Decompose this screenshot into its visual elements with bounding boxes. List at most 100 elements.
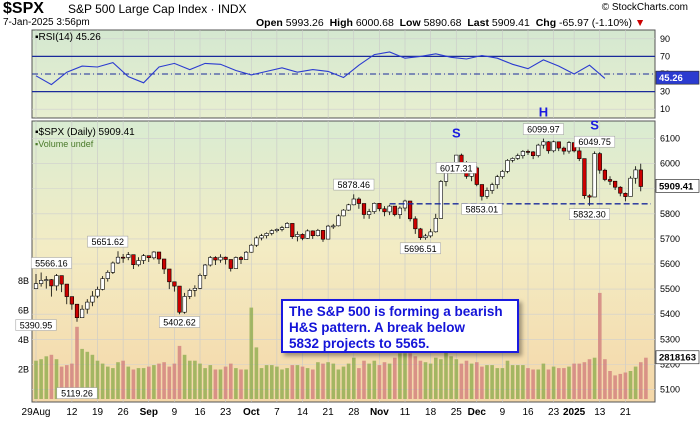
candle-body bbox=[121, 256, 126, 259]
volume-bar bbox=[147, 366, 151, 399]
candle-body bbox=[351, 198, 356, 206]
price-label-box bbox=[522, 123, 564, 135]
volume-bar bbox=[546, 369, 551, 399]
annotation-line-2: H&S pattern. A break below bbox=[289, 320, 466, 335]
price-y-tick: 5700 bbox=[660, 234, 680, 244]
last-value: 5909.41 bbox=[491, 17, 530, 29]
x-tick-label: 25 bbox=[451, 407, 463, 418]
x-tick-label: Oct bbox=[243, 407, 260, 418]
candle-body bbox=[618, 186, 623, 194]
volume-bar bbox=[510, 365, 515, 399]
volume-bar bbox=[34, 360, 38, 399]
volume-bar bbox=[387, 363, 392, 399]
candle-body bbox=[530, 151, 536, 156]
price-label: 5696.51 bbox=[404, 244, 437, 254]
volume-y-tick: 8B bbox=[18, 276, 29, 286]
candle-body bbox=[607, 179, 613, 182]
volume-bar bbox=[377, 365, 382, 399]
volume-bar bbox=[613, 375, 617, 399]
price-label: 6049.75 bbox=[578, 137, 611, 147]
x-tick-label: 21 bbox=[323, 407, 335, 418]
annotation-line-3: 5832 projects to 5565. bbox=[289, 336, 430, 351]
volume-bar bbox=[336, 369, 341, 399]
volume-bar bbox=[608, 371, 612, 399]
pattern-label: S bbox=[590, 117, 599, 132]
x-tick-label: 26 bbox=[118, 407, 130, 418]
volume-bar bbox=[177, 345, 182, 399]
volume-bar bbox=[413, 356, 418, 399]
volume-bar bbox=[393, 357, 397, 399]
candle-body bbox=[423, 235, 428, 238]
candle-body bbox=[110, 262, 115, 273]
x-tick-label: 21 bbox=[620, 407, 632, 418]
rsi-last-tag-box bbox=[655, 70, 700, 85]
volume-bar bbox=[321, 363, 325, 399]
candle-body bbox=[479, 184, 485, 197]
candle-body bbox=[223, 256, 228, 260]
price-label-box bbox=[333, 178, 375, 191]
open-value: 5993.26 bbox=[285, 17, 324, 29]
candle-body bbox=[213, 257, 218, 261]
volume-bar bbox=[116, 362, 120, 399]
index-name-text: S&P 500 Large Cap Index bbox=[68, 2, 208, 16]
annotation-line-1: The S&P 500 is forming a bearish bbox=[289, 304, 503, 319]
candle-body bbox=[59, 275, 64, 285]
volume-bar bbox=[454, 359, 459, 399]
rsi-y-tick: 30 bbox=[660, 87, 670, 97]
candle-body bbox=[320, 230, 326, 240]
rsi-y-tick: 70 bbox=[660, 51, 670, 61]
candle-body bbox=[356, 198, 362, 204]
candle-body bbox=[397, 207, 403, 215]
candle-body bbox=[418, 228, 423, 238]
price-label-box bbox=[30, 257, 72, 269]
candle-body bbox=[587, 195, 592, 198]
candle-body bbox=[100, 278, 105, 290]
volume-bar bbox=[316, 362, 320, 399]
candle-body bbox=[597, 153, 602, 171]
price-label: 5390.95 bbox=[20, 321, 53, 331]
volume-bar bbox=[39, 359, 43, 399]
price-label: 6017.31 bbox=[440, 163, 473, 173]
price-label-box bbox=[574, 135, 616, 148]
down-arrow-icon: ▼ bbox=[634, 17, 646, 29]
volume-bar bbox=[280, 369, 284, 399]
x-tick-label: 9 bbox=[500, 407, 506, 418]
stockcharts-credit[interactable]: © StockCharts.com bbox=[601, 2, 688, 13]
candle-body bbox=[602, 169, 607, 180]
x-tick-label: 12 bbox=[66, 407, 78, 418]
volume-bar bbox=[526, 368, 530, 399]
candle-body bbox=[218, 256, 223, 261]
volume-bar bbox=[254, 347, 259, 399]
candle-body bbox=[582, 158, 587, 197]
candle-body bbox=[336, 215, 341, 227]
rsi-y-tick: 10 bbox=[660, 104, 670, 114]
volume-bar bbox=[469, 363, 474, 399]
x-tick-label: 28 bbox=[348, 407, 360, 418]
price-y-tick: 6000 bbox=[660, 159, 680, 169]
volume-last-tag: 2818163 bbox=[659, 353, 696, 364]
candle-body bbox=[208, 257, 213, 266]
candle-body bbox=[413, 218, 418, 230]
price-last-tag-box bbox=[655, 179, 700, 193]
candle-body bbox=[172, 281, 177, 287]
volume-bar bbox=[270, 365, 274, 399]
price-label: 5402.62 bbox=[163, 318, 196, 328]
volume-bar bbox=[551, 366, 556, 399]
candle-body bbox=[305, 230, 310, 239]
volume-bar bbox=[295, 365, 300, 399]
volume-bar bbox=[577, 363, 582, 399]
price-label-box bbox=[399, 242, 441, 255]
candle-body bbox=[80, 308, 85, 319]
candle-body bbox=[366, 211, 372, 215]
volume-panel-label: ▪Volume undef bbox=[35, 139, 94, 149]
candle-body bbox=[284, 223, 290, 228]
volume-bar bbox=[203, 368, 207, 399]
candle-body bbox=[577, 150, 582, 159]
candle-body bbox=[325, 225, 331, 240]
volume-bar bbox=[521, 365, 525, 399]
candle-body bbox=[167, 268, 172, 283]
volume-bar bbox=[382, 362, 387, 399]
price-y-tick: 6100 bbox=[660, 134, 680, 144]
volume-bar bbox=[239, 369, 243, 399]
